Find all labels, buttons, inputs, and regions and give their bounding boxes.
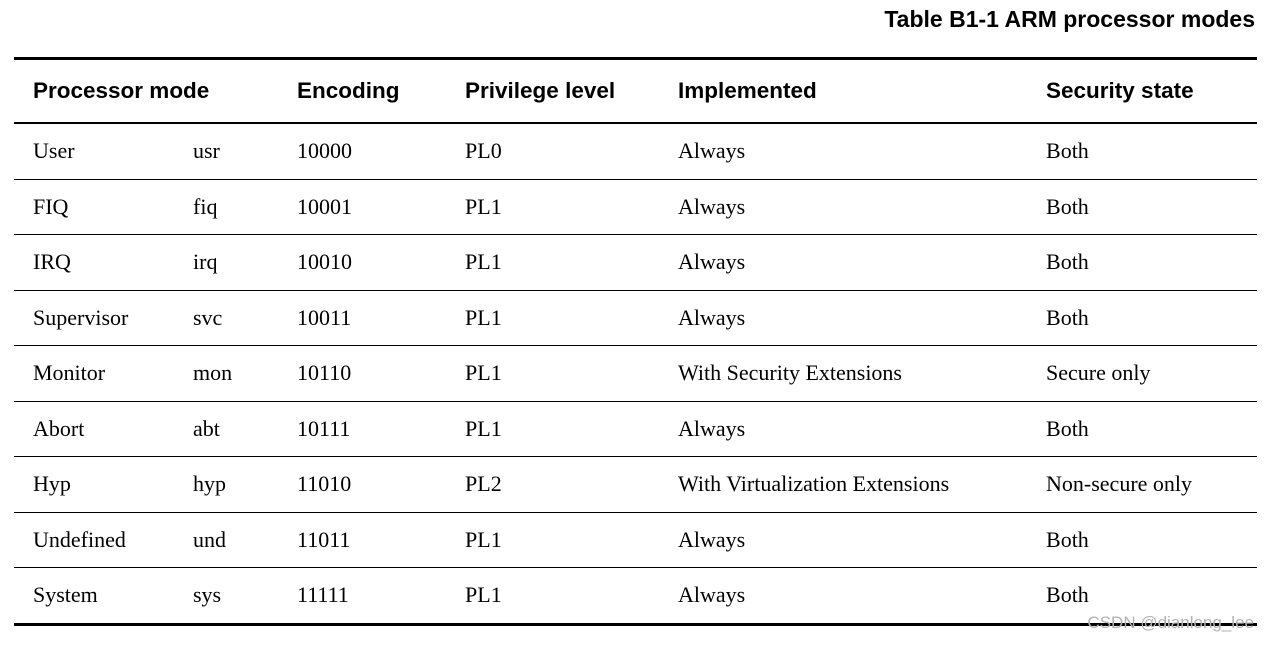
cell-privilege: PL1 <box>465 401 679 457</box>
cell-mode: FIQ <box>14 179 193 235</box>
cell-implemented: Always <box>678 582 746 608</box>
header-row: Processor mode Encoding Privilege level … <box>14 58 1258 124</box>
cell-mode: System <box>33 582 98 608</box>
cell-security: Secure only <box>1046 345 1258 402</box>
cell-privilege: PL1 <box>465 179 679 235</box>
cell-implemented: Always <box>678 179 1047 235</box>
table-row: Abort abt 10111 PL1 Always Both <box>14 401 1258 457</box>
cell-implemented: Always <box>678 401 1047 457</box>
cell-implemented: Always <box>678 123 1047 180</box>
cell-security: Both <box>1046 512 1258 568</box>
cell-implemented: Always <box>678 290 1047 346</box>
cell-abbr: irq <box>193 234 298 291</box>
cell-security: Both <box>1046 582 1089 608</box>
cell-encoding: 10000 <box>297 123 466 180</box>
cell-security: Both <box>1046 179 1258 235</box>
cell-privilege: PL1 <box>465 290 679 346</box>
table-row: Hyp hyp 11010 PL2 With Virtualization Ex… <box>14 456 1258 513</box>
cell-security: Both <box>1046 401 1258 457</box>
table-row: System sys 11111 PL1 Always Both <box>14 568 1257 625</box>
cell-security: Both <box>1046 123 1258 180</box>
cell-abbr: usr <box>193 123 298 180</box>
table-row: Monitor mon 10110 PL1 With Security Exte… <box>14 345 1258 402</box>
table-row: FIQ fiq 10001 PL1 Always Both <box>14 179 1258 235</box>
cell-encoding: 11011 <box>297 512 466 568</box>
cell-encoding: 10001 <box>297 179 466 235</box>
arm-processor-modes-table: Processor mode Encoding Privilege level … <box>14 57 1258 626</box>
cell-encoding: 10011 <box>297 290 466 346</box>
cell-abbr: und <box>193 512 298 568</box>
cell-encoding: 10010 <box>297 234 466 291</box>
cell-mode: Abort <box>14 401 193 457</box>
table-row: User usr 10000 PL0 Always Both <box>14 123 1258 180</box>
cell-security: Non-secure only <box>1046 456 1258 513</box>
watermark: CSDN @dianlong_lee <box>1087 613 1254 632</box>
cell-mode: Undefined <box>14 512 193 568</box>
col-header-security-state: Security state <box>1046 58 1258 124</box>
cell-privilege: PL1 <box>465 345 679 402</box>
cell-encoding: 10111 <box>297 401 466 457</box>
cell-security: Both <box>1046 234 1258 291</box>
cell-privilege: PL1 <box>465 582 502 608</box>
cell-abbr: fiq <box>193 179 298 235</box>
cell-mode: IRQ <box>14 234 193 291</box>
cell-abbr: abt <box>193 401 298 457</box>
cell-mode: Monitor <box>14 345 193 402</box>
cell-implemented: Always <box>678 512 1047 568</box>
cell-encoding: 11111 <box>297 582 349 608</box>
cell-implemented: Always <box>678 234 1047 291</box>
cell-encoding: 11010 <box>297 456 466 513</box>
table-title: Table B1-1 ARM processor modes <box>884 6 1255 32</box>
cell-abbr: hyp <box>193 456 298 513</box>
table-row: Supervisor svc 10011 PL1 Always Both <box>14 290 1258 346</box>
cell-privilege: PL2 <box>465 456 679 513</box>
cell-privilege: PL1 <box>465 234 679 291</box>
cell-abbr: sys <box>193 582 222 608</box>
cell-mode: Supervisor <box>14 290 193 346</box>
cell-privilege: PL0 <box>465 123 679 180</box>
cell-privilege: PL1 <box>465 512 679 568</box>
cell-encoding: 10110 <box>297 345 466 402</box>
cell-abbr: mon <box>193 345 298 402</box>
col-header-implemented: Implemented <box>678 58 1047 124</box>
col-header-processor-mode: Processor mode <box>14 58 298 124</box>
cell-implemented: With Virtualization Extensions <box>678 456 1047 513</box>
col-header-privilege-level: Privilege level <box>465 58 679 124</box>
cell-mode: User <box>14 123 193 180</box>
cell-abbr: svc <box>193 290 298 346</box>
table-row: IRQ irq 10010 PL1 Always Both <box>14 234 1258 291</box>
table-row: Undefined und 11011 PL1 Always Both <box>14 512 1258 568</box>
cell-security: Both <box>1046 290 1258 346</box>
cell-implemented: With Security Extensions <box>678 345 1047 402</box>
col-header-encoding: Encoding <box>297 58 466 124</box>
cell-mode: Hyp <box>14 456 193 513</box>
